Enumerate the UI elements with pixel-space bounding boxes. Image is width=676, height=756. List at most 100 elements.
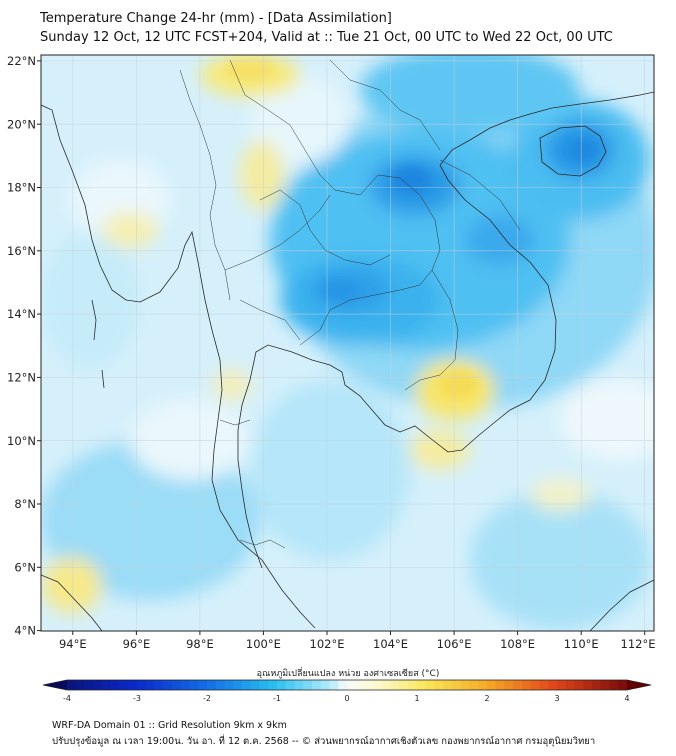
colorbar-segment (382, 680, 392, 690)
colorbar-segment (224, 680, 234, 690)
lat-label: 12°N (7, 371, 36, 385)
map-subtitle: Sunday 12 Oct, 12 UTC FCST+204, Valid at… (40, 30, 613, 45)
colorbar-segment (180, 680, 190, 690)
colorbar-segment (329, 680, 339, 690)
colorbar-segment (347, 680, 357, 690)
lat-label: 16°N (7, 244, 36, 258)
colorbar-tick: -2 (203, 694, 211, 703)
colorbar-segment (75, 680, 85, 690)
colorbar-segment (137, 680, 147, 690)
colorbar-segment (452, 680, 462, 690)
colorbar-segment (443, 680, 453, 690)
colorbar-tick: 1 (414, 694, 419, 703)
lat-label: 22°N (7, 54, 36, 68)
colorbar-tick: 4 (624, 694, 629, 703)
footer-credit: ปรับปรุงข้อมูล ณ เวลา 19:00น. วัน อา. ที… (52, 736, 596, 747)
lon-label: 102°E (310, 637, 345, 651)
colorbar-segment (259, 680, 269, 690)
colorbar-segment (198, 680, 208, 690)
colorbar-segment (268, 680, 278, 690)
colorbar-segment (110, 680, 120, 690)
colorbar-segment (592, 680, 602, 690)
colorbar-segment (557, 680, 567, 690)
colorbar-segment (303, 680, 313, 690)
lat-label: 14°N (7, 307, 36, 321)
colorbar-segment (399, 680, 409, 690)
colorbar-segment (408, 680, 418, 690)
colorbar-segment (172, 680, 182, 690)
lon-label: 112°E (621, 637, 656, 651)
colorbar-segment (250, 680, 260, 690)
colorbar-segment (102, 680, 112, 690)
colorbar-segment (434, 680, 444, 690)
temperature-field (41, 55, 654, 631)
lat-label: 4°N (14, 624, 36, 638)
colorbar-segment (338, 680, 348, 690)
colorbar-segment (67, 680, 77, 690)
colorbar-segment (609, 680, 619, 690)
colorbar-segment (145, 680, 155, 690)
colorbar-segment (600, 680, 610, 690)
colorbar-segment (548, 680, 558, 690)
colorbar-segment (93, 680, 103, 690)
lat-label: 6°N (14, 560, 36, 574)
colorbar-outline (42, 679, 652, 691)
colorbar-segment (487, 680, 497, 690)
lat-label: 20°N (7, 117, 36, 131)
colorbar-segment (539, 680, 549, 690)
colorbar-segment (233, 680, 243, 690)
colorbar-tick: -3 (133, 694, 141, 703)
country-borders (179, 59, 521, 549)
lat-label: 8°N (14, 497, 36, 511)
colorbar-title: อุณหภูมิเปลี่ยนแปลง หน่วย องศาเซลเซียส (… (257, 666, 440, 679)
colorbar-segment (574, 680, 584, 690)
colorbar-segment (128, 680, 138, 690)
lon-label: 104°E (373, 637, 408, 651)
colorbar-segment (373, 680, 383, 690)
colorbar-tick: 2 (484, 694, 489, 703)
colorbar-segment (513, 680, 523, 690)
colorbar-segment (207, 680, 217, 690)
colorbar-segment (390, 680, 400, 690)
colorbar-segment (189, 680, 199, 690)
colorbar-segment (294, 680, 304, 690)
colorbar-segment (154, 680, 164, 690)
colorbar-segment (277, 680, 287, 690)
colorbar-segment (478, 680, 488, 690)
colorbar-segment (469, 680, 479, 690)
lon-label: 96°E (123, 637, 151, 651)
colorbar-segment (119, 680, 129, 690)
colorbar-segment (285, 680, 295, 690)
colorbar (42, 679, 652, 691)
colorbar-segment (320, 680, 330, 690)
lon-label: 100°E (246, 637, 281, 651)
colorbar-segment (417, 680, 427, 690)
lon-label: 94°E (59, 637, 87, 651)
colorbar-segment (425, 680, 435, 690)
lon-label: 108°E (500, 637, 535, 651)
colorbar-segment (583, 680, 593, 690)
colorbar-max-arrow (627, 680, 651, 690)
colorbar-segment (215, 680, 225, 690)
lat-label: 18°N (7, 181, 36, 195)
colorbar-segment (565, 680, 575, 690)
colorbar-segment (163, 680, 173, 690)
colorbar-segment (618, 680, 628, 690)
graticule (41, 55, 654, 631)
colorbar-segment (364, 680, 374, 690)
colorbar-min-arrow (43, 680, 67, 690)
lat-label: 10°N (7, 434, 36, 448)
colorbar-segment (312, 680, 322, 690)
map-title: Temperature Change 24-hr (mm) - [Data As… (40, 11, 392, 26)
colorbar-segment (495, 680, 505, 690)
colorbar-segment (242, 680, 252, 690)
colorbar-segment (84, 680, 94, 690)
colorbar-tick: -1 (273, 694, 281, 703)
lon-label: 106°E (437, 637, 472, 651)
colorbar-tick: 0 (344, 694, 349, 703)
colorbar-segment (522, 680, 532, 690)
colorbar-tick: -4 (63, 694, 71, 703)
colorbar-segment (530, 680, 540, 690)
coastlines (41, 91, 654, 631)
